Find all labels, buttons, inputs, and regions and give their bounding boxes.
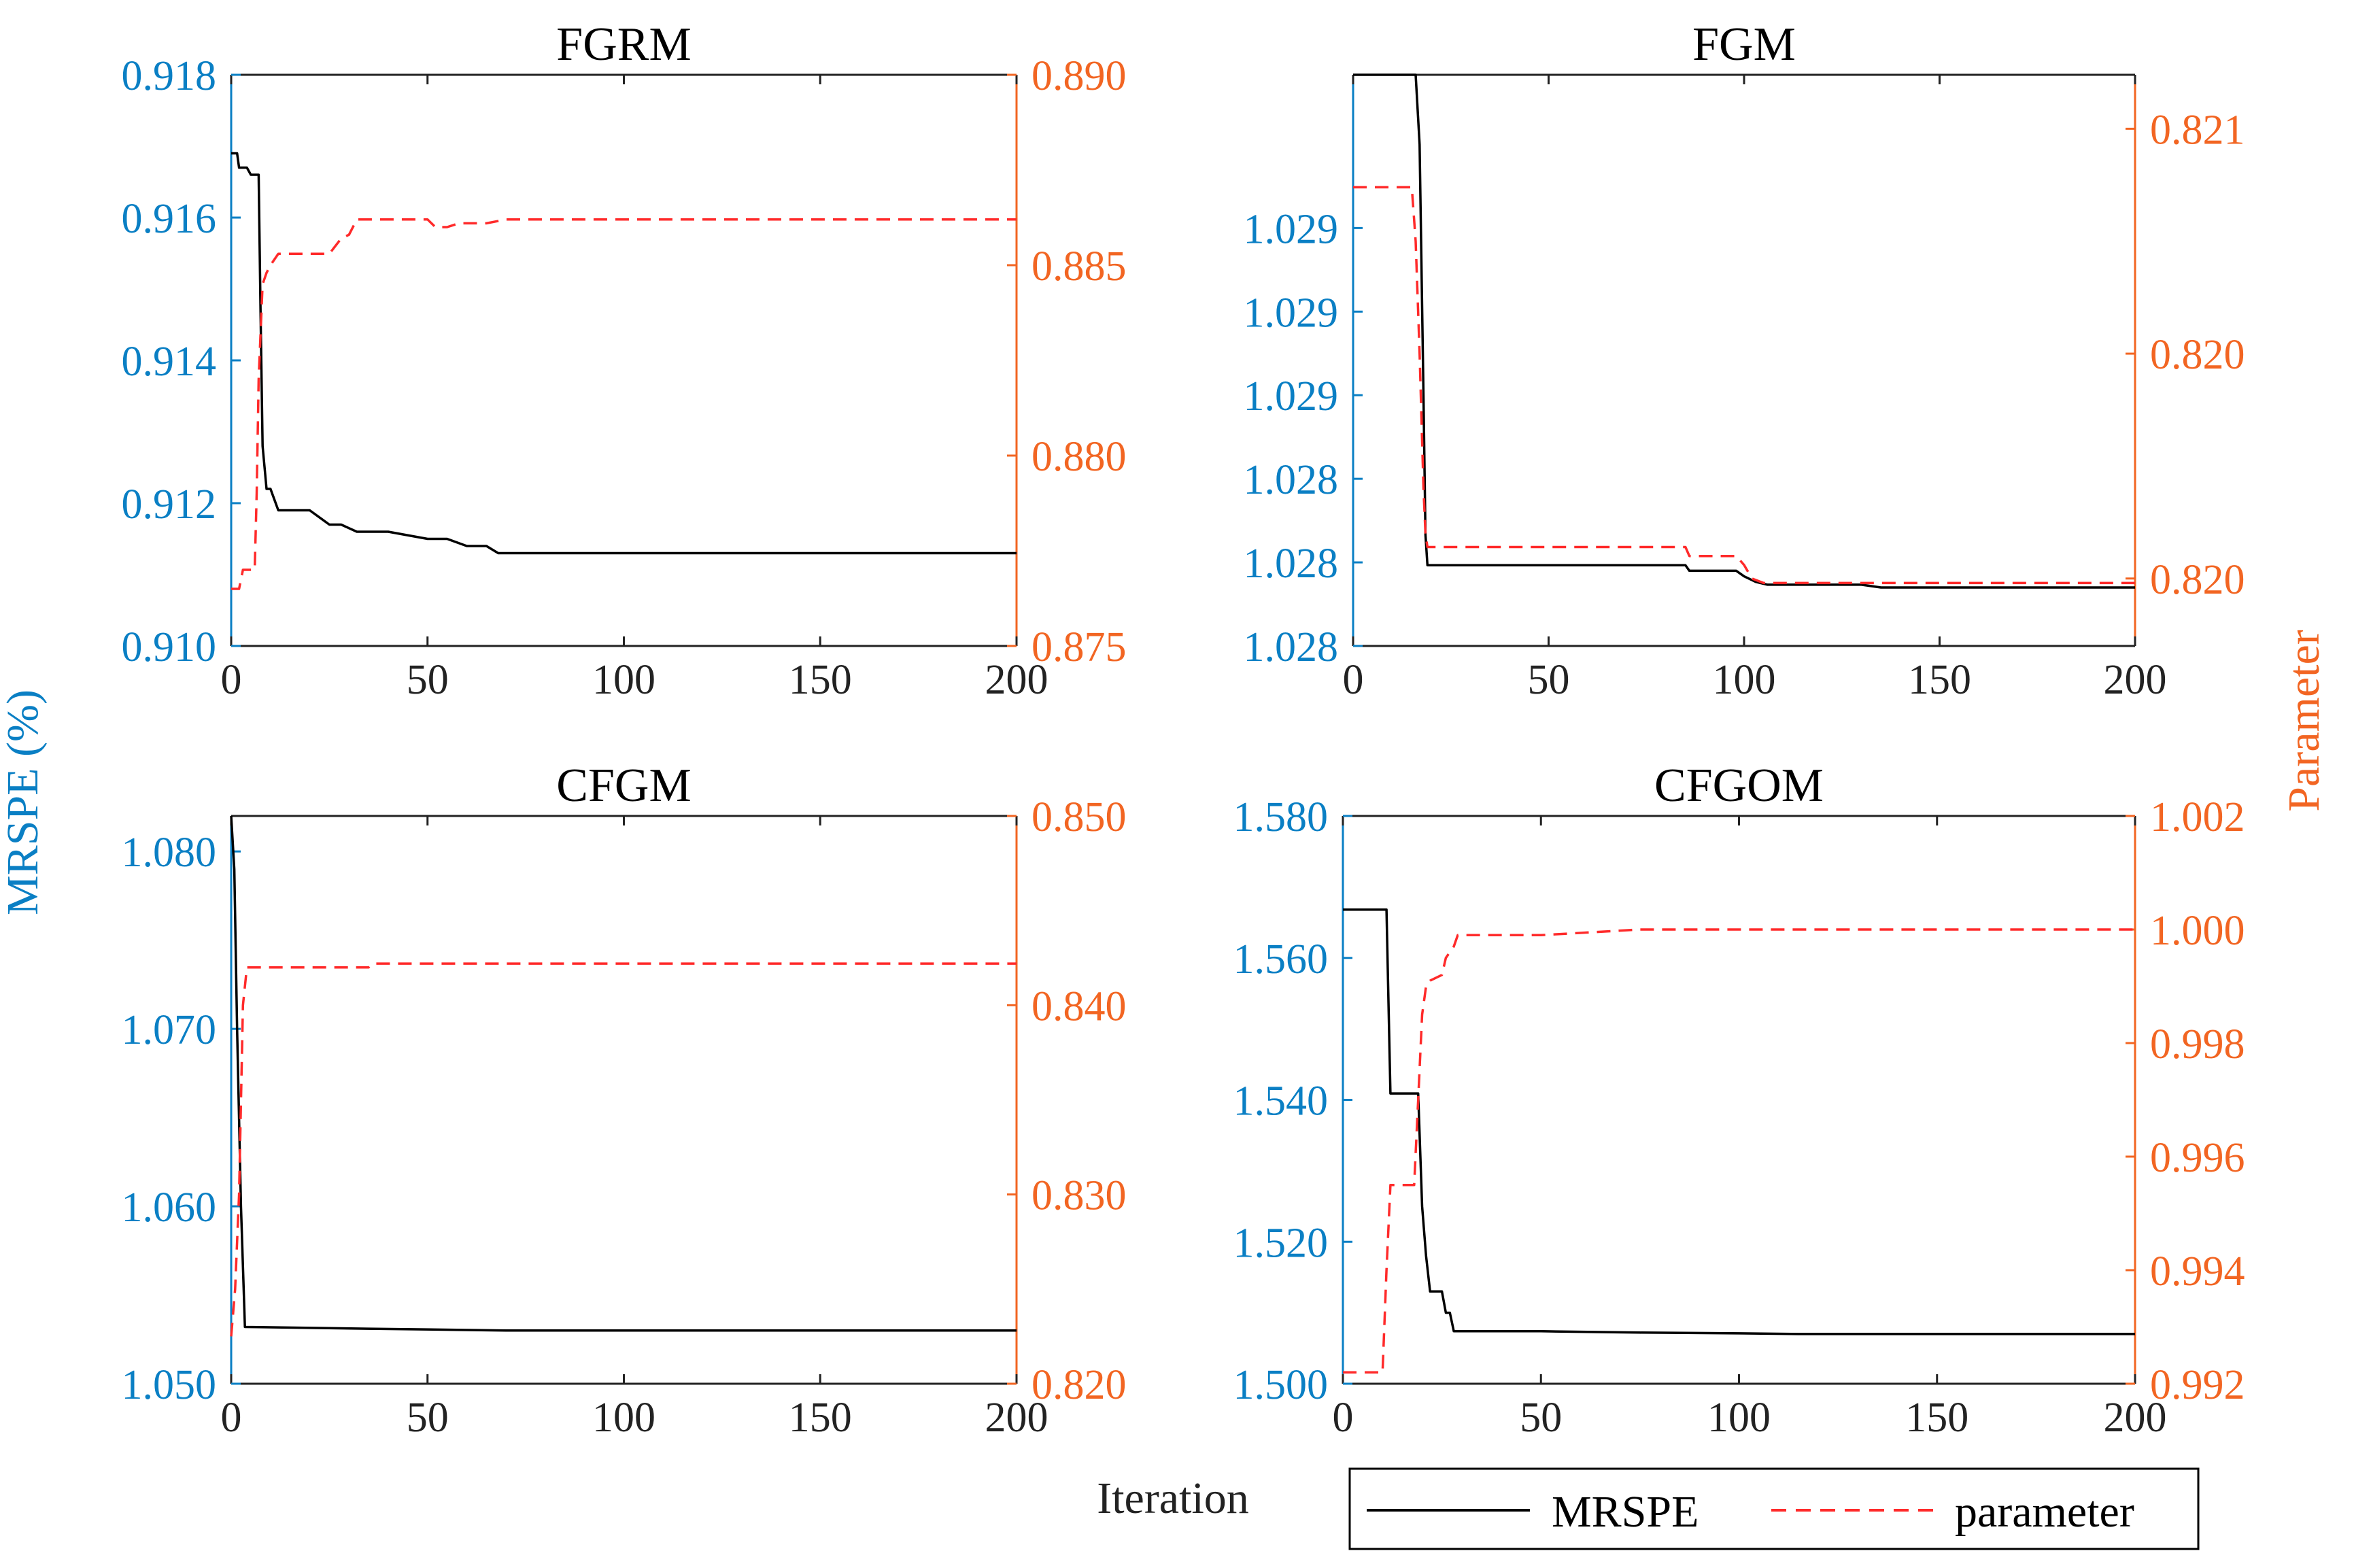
left-tick-label: 1.028 <box>1244 624 1339 670</box>
right-tick-label: 0.992 <box>2150 1362 2245 1408</box>
panel-fgm: FGM 0 50 100 150 200 1.028 1.028 1.028 1.029 1.029… <box>1244 18 2245 703</box>
shared-y-label-right: Parameter <box>2279 630 2329 812</box>
right-tick-label: 0.880 <box>1031 434 1127 480</box>
right-tick-label: 0.994 <box>2150 1248 2245 1295</box>
x-tick-label: 200 <box>2104 1395 2167 1441</box>
series-parameter-line <box>1353 186 2135 585</box>
right-tick-label: 0.850 <box>1031 794 1127 840</box>
x-tick-label: 100 <box>592 1395 655 1441</box>
left-tick-label: 1.028 <box>1244 457 1339 503</box>
right-tick-label: 0.820 <box>2150 332 2245 378</box>
right-tick-label: 1.002 <box>2150 794 2245 840</box>
x-tick-label: 0 <box>221 657 242 703</box>
x-tick-label: 50 <box>407 1395 449 1441</box>
legend-parameter-label: parameter <box>1955 1487 2134 1537</box>
right-tick-label: 0.996 <box>2150 1135 2245 1181</box>
panel-title: FGM <box>1692 18 1796 71</box>
legend-mrspe-label: MRSPE <box>1552 1487 1699 1537</box>
x-tick-label: 200 <box>985 1395 1048 1441</box>
series-mrspe-line <box>1343 908 2135 1335</box>
series-parameter-line <box>231 218 1017 590</box>
right-tick-label: 0.821 <box>2150 107 2245 153</box>
panel-title: CFGM <box>556 760 691 812</box>
right-tick-label: 0.875 <box>1031 624 1127 670</box>
panel-fgrm: FGRM 0 50 100 150 200 0.910 0.912 0.914 0.916 0.91… <box>122 18 1127 703</box>
left-tick-label: 1.060 <box>122 1184 217 1231</box>
left-tick-label: 1.560 <box>1233 936 1329 983</box>
left-tick-label: 1.029 <box>1244 373 1339 420</box>
left-tick-label: 1.520 <box>1233 1220 1329 1266</box>
x-tick-label: 150 <box>789 657 852 703</box>
right-tick-label: 0.885 <box>1031 243 1127 290</box>
right-tick-label: 0.998 <box>2150 1021 2245 1068</box>
left-tick-label: 1.070 <box>122 1007 217 1053</box>
x-tick-label: 100 <box>1707 1395 1771 1441</box>
series-mrspe-line <box>230 815 1017 1332</box>
x-tick-label: 200 <box>985 657 1048 703</box>
x-tick-label: 50 <box>1528 657 1570 703</box>
x-tick-label: 0 <box>1333 1395 1354 1441</box>
x-tick-label: 100 <box>1713 657 1776 703</box>
left-tick-label: 1.540 <box>1233 1078 1329 1125</box>
x-tick-label: 150 <box>1908 657 1971 703</box>
left-tick-label: 1.028 <box>1244 541 1339 587</box>
panel-title: CFGOM <box>1654 760 1824 812</box>
left-tick-label: 0.916 <box>122 196 217 242</box>
shared-x-label: Iteration <box>1097 1473 1249 1523</box>
x-tick-label: 50 <box>1520 1395 1562 1441</box>
left-tick-label: 0.918 <box>122 53 217 99</box>
panels: FGRM 0 50 100 150 200 0.910 0.912 0.914 0.916 0.91… <box>122 18 2245 1441</box>
right-tick-label: 1.000 <box>2150 908 2245 954</box>
left-tick-label: 0.914 <box>122 339 217 385</box>
left-tick-label: 1.580 <box>1233 794 1329 840</box>
right-tick-label: 0.820 <box>1031 1362 1127 1408</box>
shared-y-label-left: MRSPE (%) <box>0 689 48 915</box>
series-parameter-line <box>230 962 1017 1337</box>
left-tick-label: 1.500 <box>1233 1362 1329 1408</box>
right-tick-label: 0.820 <box>2150 557 2245 603</box>
x-tick-label: 100 <box>592 657 655 703</box>
x-tick-label: 150 <box>1905 1395 1968 1441</box>
series-parameter-line <box>1343 928 2135 1374</box>
legend: MRSPE parameter <box>1348 1467 2200 1550</box>
left-tick-label: 0.912 <box>122 481 217 528</box>
left-tick-label: 1.080 <box>122 830 217 876</box>
panel-cfgom: CFGOM 0 50 100 150 200 1.500 1.520 1.540 1.560 1.5… <box>1233 760 2245 1441</box>
panel-title: FGRM <box>556 18 691 71</box>
series-mrspe-line <box>231 152 1017 555</box>
x-tick-label: 200 <box>2104 657 2167 703</box>
left-tick-label: 1.050 <box>122 1362 217 1408</box>
x-tick-label: 150 <box>789 1395 852 1441</box>
x-tick-label: 0 <box>221 1395 242 1441</box>
x-tick-label: 0 <box>1343 657 1364 703</box>
x-tick-label: 50 <box>407 657 449 703</box>
right-tick-label: 0.840 <box>1031 983 1127 1029</box>
left-tick-label: 1.029 <box>1244 290 1339 336</box>
panel-cfgm: CFGM 0 50 100 150 200 1.050 1.060 1.070 1.080 0.82… <box>122 760 1127 1441</box>
left-tick-label: 1.029 <box>1244 206 1339 252</box>
right-tick-label: 0.890 <box>1031 53 1127 99</box>
left-tick-label: 0.910 <box>122 624 217 670</box>
series-mrspe-line <box>1353 73 2135 589</box>
right-tick-label: 0.830 <box>1031 1173 1127 1219</box>
